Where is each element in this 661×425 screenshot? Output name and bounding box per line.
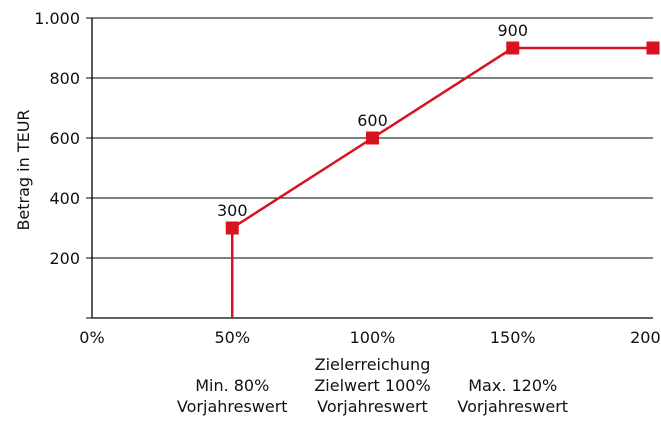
y-tick-label: 800 (49, 69, 80, 88)
x-annotation-line: Vorjahreswert (457, 397, 568, 416)
x-tick-label: 50% (214, 328, 250, 347)
x-tick-labels: 0% 50% 100% 150% 200% (79, 328, 661, 347)
x-annotation-line: Min. 80% (195, 376, 269, 395)
data-point-marker (225, 221, 239, 235)
data-label: 900 (497, 21, 528, 40)
axes (86, 17, 653, 319)
data-point-marker (646, 41, 660, 55)
y-tick-label: 600 (49, 129, 80, 148)
data-labels: 300 600 900 (217, 21, 528, 220)
x-annotations: Min. 80% Vorjahreswert Zielerreichung Zielw… (177, 355, 568, 416)
series-line-0 (231, 46, 653, 318)
x-tick-label: 200% (630, 328, 661, 347)
y-tick-label: 400 (49, 189, 80, 208)
x-tick-label: 100% (350, 328, 396, 347)
x-annotation-line: Zielerreichung (315, 355, 431, 374)
data-point-marker (506, 41, 520, 55)
data-label: 600 (357, 111, 388, 130)
series-group (225, 41, 660, 318)
data-point-marker (366, 131, 379, 145)
y-tick-label: 200 (49, 249, 80, 268)
y-tick-labels: 200 400 600 800 1.000 (34, 9, 80, 268)
y-tick-label: 1.000 (34, 9, 80, 28)
x-tick-label: 150% (490, 328, 536, 347)
x-annotation-line: Zielwert 100% (314, 376, 430, 395)
x-tick-label: 0% (79, 328, 104, 347)
x-annotation-line: Vorjahreswert (177, 397, 288, 416)
x-annotation-line: Max. 120% (468, 376, 557, 395)
x-annotation-line: Vorjahreswert (317, 397, 428, 416)
data-label: 300 (217, 201, 248, 220)
y-axis-label: Betrag in TEUR (14, 109, 33, 230)
